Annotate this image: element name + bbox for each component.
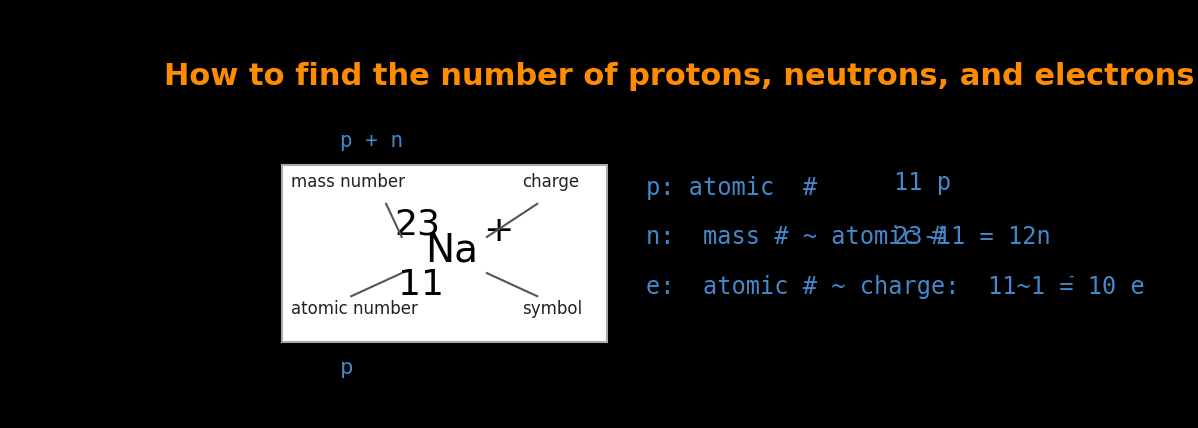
- Text: atomic number: atomic number: [291, 300, 418, 318]
- Text: mass number: mass number: [291, 173, 405, 191]
- Text: -: -: [1069, 269, 1073, 284]
- Text: e:  atomic # ~ charge:  11~1 = 10 e: e: atomic # ~ charge: 11~1 = 10 e: [646, 275, 1144, 299]
- Text: n:  mass # ~ atomic #: n: mass # ~ atomic #: [646, 225, 945, 249]
- Text: 23-11 = 12n: 23-11 = 12n: [894, 225, 1051, 249]
- FancyBboxPatch shape: [282, 165, 607, 342]
- Text: 11: 11: [398, 268, 444, 302]
- Text: 23: 23: [394, 208, 440, 242]
- Text: symbol: symbol: [522, 300, 582, 318]
- Text: charge: charge: [522, 173, 579, 191]
- Text: p: atomic  #: p: atomic #: [646, 176, 817, 200]
- Text: How to find the number of protons, neutrons, and electrons: How to find the number of protons, neutr…: [164, 62, 1194, 91]
- Text: +: +: [483, 214, 514, 248]
- Text: 11 p: 11 p: [894, 171, 951, 195]
- Text: p: p: [339, 358, 353, 378]
- Text: Na: Na: [425, 231, 478, 269]
- Text: p + n: p + n: [339, 131, 403, 151]
